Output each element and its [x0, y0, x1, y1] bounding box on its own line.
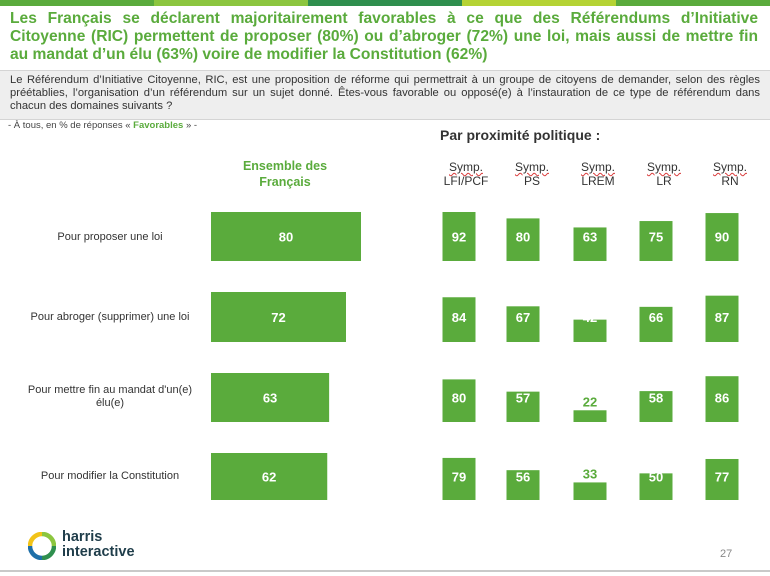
overall-value-label: 72 — [271, 310, 285, 325]
group-value-label: 63 — [583, 230, 597, 245]
base-prefix: - À tous, en % de réponses « — [8, 120, 134, 131]
group-value-label: 50 — [649, 470, 663, 485]
group-bar — [705, 295, 739, 342]
group-bar — [573, 227, 607, 261]
strip-segment — [616, 0, 770, 6]
group-bar — [442, 457, 476, 500]
group-value-label: 84 — [452, 310, 467, 325]
group-value-label: 80 — [516, 230, 530, 245]
chart-title: Par proximité politique : — [440, 127, 601, 143]
overall-column-header: Ensemble des Français — [230, 158, 340, 190]
group-header-line2: LFI/PCF — [443, 174, 489, 188]
group-bar — [705, 458, 739, 500]
group-value-label: 80 — [452, 391, 466, 406]
group-bar — [573, 410, 607, 422]
group-bar — [705, 376, 739, 422]
group-value-label: 86 — [715, 391, 729, 406]
row-label-line: Pour modifier la Constitution — [40, 470, 180, 482]
strip-segment — [0, 0, 154, 6]
row-label-mandat: Pour mettre fin au mandat d'un(e) élu(e) — [15, 384, 205, 410]
group-header-line1: Symp. — [580, 160, 615, 174]
group-bar — [506, 218, 540, 261]
group-bar — [639, 473, 673, 500]
page-number: 27 — [720, 548, 733, 560]
group-header-line2: PS — [523, 174, 540, 188]
group-bar — [639, 391, 673, 422]
strip-segment — [154, 0, 308, 6]
top-color-strip — [0, 0, 770, 6]
bottom-rule — [0, 570, 770, 572]
group-header-lr: Symp. LR — [629, 160, 699, 188]
row-label-line: Pour mettre fin au mandat d'un(e) — [27, 384, 193, 396]
group-value-label: 57 — [516, 391, 530, 406]
overall-bar — [211, 453, 328, 500]
group-value-label: 22 — [583, 394, 597, 409]
question-box: Le Référendum d’Initiative Citoyenne, RI… — [0, 70, 770, 120]
base-note: - À tous, en % de réponses « Favorables … — [8, 120, 197, 131]
group-bar — [705, 213, 739, 261]
group-value-label: 90 — [715, 230, 729, 245]
base-suffix: » - — [183, 120, 198, 131]
group-bar — [442, 212, 476, 261]
group-header-lrem: Symp. LREM — [563, 160, 633, 188]
overall-header-line1: Ensemble des — [242, 159, 328, 173]
question-text: Le Référendum d’Initiative Citoyenne, RI… — [10, 74, 760, 113]
group-header-line2: LR — [656, 174, 672, 188]
logo-line1: harris — [62, 529, 103, 545]
row-label-proposer: Pour proposer une loi — [15, 231, 205, 244]
group-value-label: 42 — [583, 310, 597, 325]
overall-header-line2: Français — [259, 175, 311, 189]
group-value-label: 77 — [715, 470, 729, 485]
group-bar — [639, 221, 673, 261]
group-header-line1: Symp. — [646, 160, 681, 174]
strip-segment — [308, 0, 462, 6]
group-value-label: 92 — [452, 230, 466, 245]
group-header-lfi: Symp. LFI/PCF — [431, 160, 501, 188]
harris-logo: harris interactive — [28, 530, 158, 566]
group-header-line2: LREM — [581, 174, 615, 188]
group-header-line1: Symp. — [448, 160, 483, 174]
overall-value-label: 62 — [262, 470, 276, 485]
group-value-label: 79 — [452, 470, 466, 485]
group-bar — [639, 306, 673, 342]
overall-bar — [211, 292, 346, 342]
base-highlight: Favorables — [133, 120, 184, 131]
group-bar — [506, 391, 540, 422]
group-value-label: 66 — [649, 310, 663, 325]
group-value-label: 58 — [649, 391, 663, 406]
group-value-label: 75 — [649, 230, 663, 245]
group-value-label: 33 — [583, 466, 597, 481]
row-label-abroger: Pour abroger (supprimer) une loi — [15, 311, 205, 324]
group-bar — [442, 379, 476, 422]
row-label-line: élu(e) — [95, 397, 125, 409]
overall-bar — [211, 373, 330, 422]
group-value-label: 87 — [715, 310, 729, 325]
group-bar — [506, 306, 540, 342]
group-bar — [506, 470, 540, 500]
group-header-line2: RN — [721, 174, 739, 188]
group-value-label: 67 — [516, 310, 530, 325]
row-label-constitution: Pour modifier la Constitution — [15, 470, 205, 483]
group-header-ps: Symp. PS — [497, 160, 567, 188]
logo-line2: interactive — [62, 544, 135, 560]
overall-value-label: 63 — [263, 391, 277, 406]
row-label-line: Pour proposer une loi — [57, 231, 163, 243]
strip-segment — [462, 0, 616, 6]
overall-value-label: 80 — [279, 230, 293, 245]
group-bar — [442, 297, 476, 342]
logo-ring-icon — [28, 532, 56, 560]
overall-bar — [211, 212, 361, 261]
group-bar — [573, 319, 607, 342]
logo-text: harris interactive — [62, 530, 135, 560]
row-label-line: Pour abroger (supprimer) une loi — [30, 311, 190, 323]
slide-title: Les Français se déclarent majoritairemen… — [10, 10, 758, 63]
group-bar — [573, 482, 607, 500]
group-header-rn: Symp. RN — [695, 160, 765, 188]
group-header-line1: Symp. — [712, 160, 747, 174]
group-header-line1: Symp. — [514, 160, 549, 174]
group-value-label: 56 — [516, 470, 530, 485]
